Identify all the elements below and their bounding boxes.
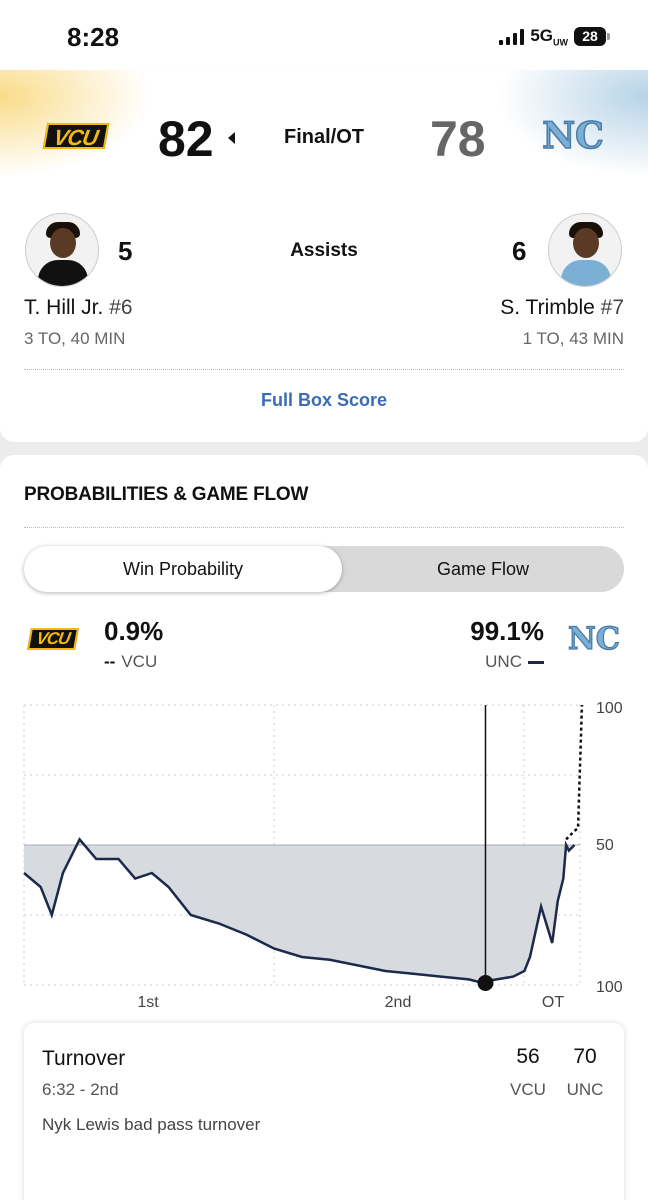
network-sub-label: UW (553, 37, 568, 48)
play-card[interactable]: Turnover 6:32 - 2nd Nyk Lewis bad pass t… (24, 1023, 624, 1200)
away-player-number: #6 (109, 296, 133, 319)
home-player-name-text: S. Trimble (500, 296, 595, 319)
network-indicator: 5GUW (530, 26, 568, 47)
play-home-abbr: UNC (566, 1080, 604, 1099)
play-away-score: 56 (516, 1045, 540, 1068)
away-player-name[interactable]: T. Hill Jr. #6 (24, 296, 133, 320)
vcu-logo: VCU (27, 628, 79, 650)
home-leader-value: 6 (512, 236, 527, 266)
status-bar: 8:28 5GUW 28 (0, 0, 648, 70)
probability-area (24, 839, 575, 983)
play-description: Nyk Lewis bad pass turnover (42, 1115, 261, 1134)
y-tick-label: 50 (596, 837, 614, 854)
network-label: 5G (530, 26, 553, 45)
scoreboard: VCU 82 Final/OT 78 NC (0, 70, 648, 202)
home-score: 78 (430, 111, 486, 167)
divider (24, 369, 624, 370)
leader-stat-label: Assists (290, 240, 358, 261)
away-win-pct: 0.9% (104, 616, 164, 646)
x-tick-label: OT (542, 994, 564, 1011)
status-icons: 5GUW 28 (499, 26, 610, 47)
win-probability-chart[interactable]: 1st 2nd OT 100 50 100 (0, 695, 648, 1025)
away-player-avatar[interactable] (25, 213, 99, 287)
away-legend-label: VCU (121, 652, 158, 671)
game-status: Final/OT (284, 126, 364, 148)
home-win-pct: 99.1% (470, 616, 544, 646)
home-player-line: 1 TO, 43 MIN (522, 329, 624, 348)
section-heading: PROBABILITIES & GAME FLOW (24, 484, 309, 505)
x-tick-label: 1st (137, 994, 159, 1011)
home-legend: UNC (485, 652, 544, 672)
home-legend-marker (528, 661, 544, 665)
play-home-score: 70 (573, 1045, 597, 1068)
play-type: Turnover (42, 1047, 126, 1070)
play-time: 6:32 - 2nd (42, 1080, 119, 1099)
home-player-name[interactable]: S. Trimble #7 (500, 296, 624, 320)
away-leader-value: 5 (118, 236, 133, 266)
battery-level: 28 (574, 27, 606, 47)
divider (24, 527, 624, 528)
clock: 8:28 (67, 22, 120, 52)
svg-text:NC: NC (542, 115, 604, 157)
battery-icon: 28 (574, 27, 610, 47)
away-score: 82 (158, 111, 214, 167)
leaders-card: 5 Assists 6 T. Hill Jr. #6 S. Trimble #7… (0, 202, 648, 442)
signal-icon (499, 28, 525, 45)
full-box-score-link[interactable]: Full Box Score (260, 390, 388, 410)
y-tick-label: 100 (596, 979, 623, 996)
svg-text:NC: NC (568, 621, 620, 657)
winner-arrow-icon (228, 132, 235, 144)
tab-win-probability[interactable]: Win Probability (24, 546, 342, 592)
away-legend-marker: -- (104, 652, 116, 671)
home-player-number: #7 (600, 296, 624, 319)
tab-game-flow[interactable]: Game Flow (436, 559, 530, 579)
series-line-unc (23, 837, 576, 984)
home-legend-label: UNC (485, 652, 522, 671)
series-line-vcu-ot (565, 704, 584, 841)
home-player-avatar[interactable] (548, 213, 622, 287)
y-tick-label: 100 (596, 700, 623, 717)
away-player-name-text: T. Hill Jr. (24, 296, 104, 319)
away-player-line: 3 TO, 40 MIN (24, 329, 126, 348)
probabilities-card: PROBABILITIES & GAME FLOW Win Probabilit… (0, 455, 648, 1200)
unc-logo[interactable]: NC (538, 110, 608, 162)
away-legend: -- VCU (104, 652, 157, 672)
unc-logo: NC (567, 621, 620, 658)
x-tick-label: 2nd (385, 994, 412, 1011)
view-toggle: Win Probability Game Flow (24, 546, 624, 592)
play-away-abbr: VCU (510, 1080, 546, 1099)
selected-play-dot (477, 975, 494, 991)
